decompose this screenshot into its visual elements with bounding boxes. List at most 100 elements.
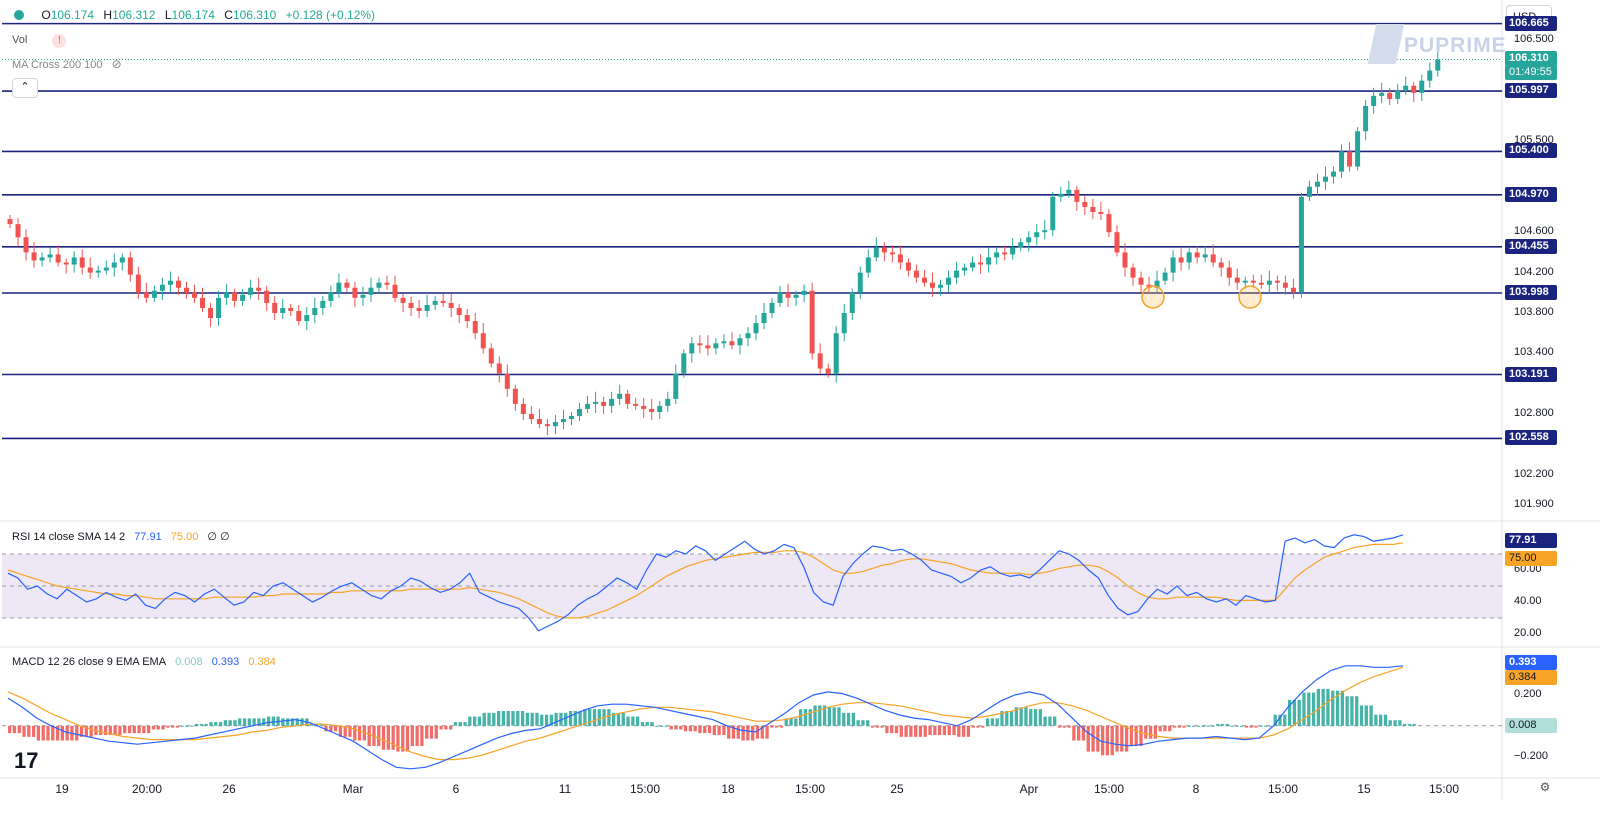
macd-histogram-bar — [1350, 696, 1354, 726]
candle-body — [978, 262, 984, 265]
tradingview-logo[interactable]: 17 — [14, 748, 39, 773]
macd-histogram-bar — [36, 725, 41, 741]
macd-histogram-bar — [899, 725, 903, 737]
candle-body — [697, 343, 703, 346]
macd-histogram-bar — [271, 716, 275, 726]
macd-histogram-bar — [1072, 725, 1076, 741]
candle-body — [665, 398, 671, 406]
candle-body — [95, 270, 101, 273]
macd-histogram-bar — [1235, 725, 1239, 727]
rsi-legend[interactable]: RSI 14 close SMA 14 2 77.91 75.00 ∅ ∅ — [12, 530, 236, 543]
macd-histogram-bar — [1048, 716, 1052, 726]
macd-histogram-bar — [310, 723, 314, 726]
candle-body — [1010, 247, 1016, 255]
candle-body — [1042, 230, 1048, 233]
candle-body — [55, 254, 61, 263]
macd-histogram-bar — [741, 725, 745, 741]
macd-histogram-bar — [333, 725, 338, 732]
macd-histogram-bar — [683, 725, 688, 732]
candle-body — [1178, 257, 1184, 263]
warning-icon[interactable]: ! — [52, 34, 67, 48]
candle-body — [1122, 252, 1128, 268]
macd-histogram-bar — [247, 718, 251, 726]
candle-body — [1202, 254, 1208, 258]
macd-histogram-bar — [583, 709, 587, 726]
candle-body — [135, 274, 141, 293]
macd-histogram-bar — [736, 725, 740, 739]
macd-histogram-bar — [813, 705, 817, 726]
macd-histogram-bar — [60, 725, 65, 741]
macd-histogram-bar — [1383, 714, 1388, 726]
candle-body — [200, 297, 206, 308]
candle-body — [954, 270, 960, 278]
candle-body — [1435, 59, 1441, 71]
macd-histogram-bar — [1139, 725, 1143, 747]
ma-legend[interactable]: MA Cross 200 100 ⊘ — [12, 57, 128, 71]
candle-body — [1355, 131, 1361, 167]
macd-hist-value: 0.008 — [175, 656, 203, 668]
macd-histogram-bar — [866, 720, 870, 726]
x-tick-label: 15:00 — [1267, 782, 1299, 796]
macd-histogram-bar — [1412, 723, 1416, 726]
macd-histogram-bar — [175, 725, 180, 728]
macd-histogram-bar — [928, 725, 932, 735]
macd-histogram-bar — [751, 725, 755, 741]
candle-body — [560, 419, 566, 423]
macd-histogram-bar — [444, 725, 448, 730]
macd-histogram-bar — [1249, 725, 1253, 728]
candle-body — [897, 254, 903, 263]
macd-histogram-bar — [669, 725, 673, 730]
macd-histogram-bar — [846, 712, 851, 726]
macd-histogram-bar — [952, 725, 956, 735]
open-prefix: O — [41, 8, 51, 22]
candle-body — [881, 247, 887, 253]
macd-histogram-bar — [1311, 692, 1316, 726]
macd-histogram-bar — [118, 725, 122, 735]
candle-body — [1282, 282, 1288, 288]
macd-histogram-bar — [348, 725, 352, 737]
macd-histogram-bar — [290, 718, 295, 726]
level-price-tag: 102.558 — [1505, 430, 1557, 446]
x-tick-label: Mar — [342, 782, 364, 796]
macd-histogram-bar — [1254, 725, 1258, 728]
candle-body — [681, 353, 687, 374]
macd-histogram-bar — [51, 725, 55, 741]
macd-histogram-bar — [894, 725, 899, 734]
macd-histogram-bar — [12, 725, 17, 734]
macd-histogram-bar — [798, 709, 803, 726]
macd-histogram-bar — [1120, 725, 1124, 752]
macd-histogram-bar — [621, 712, 625, 726]
candle-body — [1379, 92, 1385, 96]
candle-body — [87, 267, 93, 273]
candle-body — [167, 280, 173, 285]
candle-body — [905, 262, 911, 271]
collapse-button[interactable]: ⌃ — [12, 78, 38, 98]
macd-histogram-bar — [79, 725, 84, 737]
macd-histogram-bar — [252, 718, 256, 726]
macd-histogram-bar — [607, 709, 611, 726]
candle-body — [841, 313, 847, 334]
eye-hidden-icon[interactable]: ⊘ — [111, 57, 122, 71]
macd-histogram-bar — [827, 707, 832, 726]
macd-histogram-bar — [233, 720, 237, 726]
candle-body — [1274, 280, 1280, 283]
candle-body — [1138, 277, 1144, 285]
macd-histogram-bar — [525, 712, 530, 726]
candle-body — [79, 257, 85, 268]
rsi-y-tick: 40.00 — [1514, 595, 1542, 607]
macd-histogram-bar — [1192, 725, 1196, 727]
macd-histogram-bar — [123, 725, 127, 734]
macd-histogram-bar — [65, 725, 69, 741]
macd-histogram-bar — [1374, 714, 1378, 726]
macd-histogram-bar — [942, 725, 947, 735]
macd-histogram-bar — [544, 714, 549, 726]
macd-histogram-bar — [1168, 725, 1172, 732]
candle-body — [39, 257, 45, 261]
vol-legend[interactable]: Vol ! — [12, 34, 72, 48]
macd-histogram-bar — [238, 718, 242, 726]
macd-legend[interactable]: MACD 12 26 close 9 EMA EMA 0.008 0.393 0… — [12, 656, 282, 668]
macd-histogram-bar — [113, 725, 117, 735]
macd-histogram-bar — [573, 711, 577, 726]
level-price-tag: 103.191 — [1505, 366, 1557, 382]
